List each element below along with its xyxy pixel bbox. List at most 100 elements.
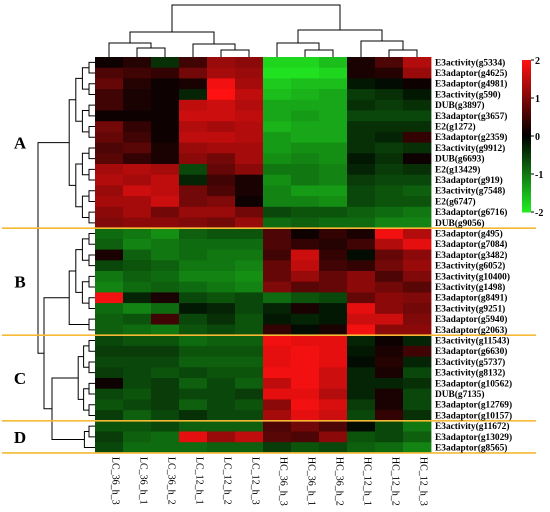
heatmap-cell	[319, 367, 348, 379]
heatmap-cell	[123, 378, 152, 390]
heatmap-cell	[263, 249, 292, 261]
heatmap-cell	[151, 271, 180, 283]
row-label: DUB(g9056)	[435, 218, 484, 229]
column-dendrogram	[108, 4, 418, 57]
heatmap-cell	[375, 174, 404, 186]
heatmap-cell	[319, 131, 348, 143]
heatmap-cell	[123, 89, 152, 101]
heatmap-cell	[375, 142, 404, 154]
heatmap-cell	[95, 378, 124, 390]
colorbar-segment	[522, 130, 531, 134]
heatmap-cell	[151, 249, 180, 261]
heatmap-cell	[179, 217, 208, 229]
heatmap-cell	[151, 281, 180, 293]
heatmap-cell	[403, 324, 432, 336]
heatmap-cell	[263, 57, 292, 69]
heatmap-cell	[263, 153, 292, 165]
dendrogram-link	[88, 382, 95, 395]
heatmap-cell	[123, 260, 152, 272]
heatmap-cell	[291, 57, 320, 69]
heatmap-cell	[207, 313, 236, 325]
colorbar-segment	[522, 72, 531, 76]
dendrogram-link	[88, 168, 95, 181]
heatmap-cell	[179, 249, 208, 261]
heatmap-cell	[95, 67, 124, 79]
heatmap-cell	[375, 378, 404, 390]
heatmap-cell	[347, 185, 376, 197]
heatmap-cell	[291, 249, 320, 261]
colorbar-segment	[522, 201, 531, 205]
heatmap-cell	[319, 356, 348, 368]
heatmap-cell	[291, 110, 320, 122]
heatmap-cell	[235, 345, 264, 357]
heatmap-cell	[207, 324, 236, 336]
dendrogram-link	[77, 356, 84, 400]
row-label: E3adaptor(g2359)	[435, 132, 507, 143]
heatmap-cell	[347, 174, 376, 186]
heatmap-cell	[291, 153, 320, 165]
dendrogram-link	[88, 275, 95, 288]
heatmap-cell	[207, 399, 236, 411]
dendrogram-link	[88, 340, 95, 352]
heatmap-cell	[263, 260, 292, 272]
dendrogram-link	[171, 4, 341, 32]
heatmap-cell	[375, 399, 404, 411]
row-labels: E3activity(g5334)E3adaptor(g4625)E3adapt…	[435, 57, 512, 453]
dendrogram-link	[388, 49, 418, 57]
heatmap-cell	[235, 57, 264, 69]
heatmap-cell	[179, 174, 208, 186]
heatmap-cell	[151, 367, 180, 379]
heatmap-cell	[151, 142, 180, 154]
heatmap-cell	[95, 399, 124, 411]
heatmap-cell	[347, 292, 376, 304]
heatmap-cell	[291, 420, 320, 432]
heatmap-cell	[95, 442, 124, 454]
heatmap-cell	[151, 78, 180, 90]
dendrogram-link	[129, 31, 215, 44]
heatmap-cell	[347, 131, 376, 143]
heatmap-cell	[375, 121, 404, 133]
heatmap-cell	[95, 131, 124, 143]
heatmap-cell	[375, 153, 404, 165]
heatmap-cell	[123, 228, 152, 240]
heatmap-cell	[207, 142, 236, 154]
heatmap-cell	[291, 345, 320, 357]
row-label: E3adaptor(g6716)	[435, 207, 507, 218]
heatmap-cell	[291, 196, 320, 208]
heatmap-cell	[347, 110, 376, 122]
heatmap-cell	[263, 399, 292, 411]
heatmap-cell	[263, 228, 292, 240]
dendrogram-link	[81, 152, 89, 176]
heatmap-cell	[375, 313, 404, 325]
dendrogram-link	[88, 211, 95, 224]
heatmap-cell	[207, 260, 236, 272]
dendrogram-link	[88, 233, 95, 245]
heatmap-cell	[263, 367, 292, 379]
colorbar-segment	[522, 120, 531, 124]
colorbar-segment	[522, 133, 531, 137]
heatmap-cell	[207, 420, 236, 432]
colorbar-segment	[522, 100, 531, 104]
heatmap-cell	[347, 206, 376, 218]
heatmap-cell	[263, 345, 292, 357]
heatmap-cell	[151, 303, 180, 315]
heatmap-cell	[151, 228, 180, 240]
heatmap-cell	[319, 206, 348, 218]
heatmap-cell	[123, 356, 152, 368]
heatmap-cell	[347, 399, 376, 411]
heatmap-cell	[207, 249, 236, 261]
cluster-separators	[2, 227, 536, 454]
heatmap-cell	[403, 196, 432, 208]
colorbar-segment	[522, 115, 531, 119]
heatmap-cell	[319, 292, 348, 304]
heatmap-cell	[403, 281, 432, 293]
heatmap-cell	[291, 89, 320, 101]
heatmap-cell	[179, 153, 208, 165]
heatmap-cell	[123, 345, 152, 357]
dendrogram-link	[83, 345, 89, 368]
heatmap-cell	[347, 367, 376, 379]
heatmap-cell	[319, 142, 348, 154]
column-label: HC_36_h_1	[306, 457, 317, 506]
heatmap-cell	[207, 57, 236, 69]
heatmap-cell	[403, 356, 432, 368]
